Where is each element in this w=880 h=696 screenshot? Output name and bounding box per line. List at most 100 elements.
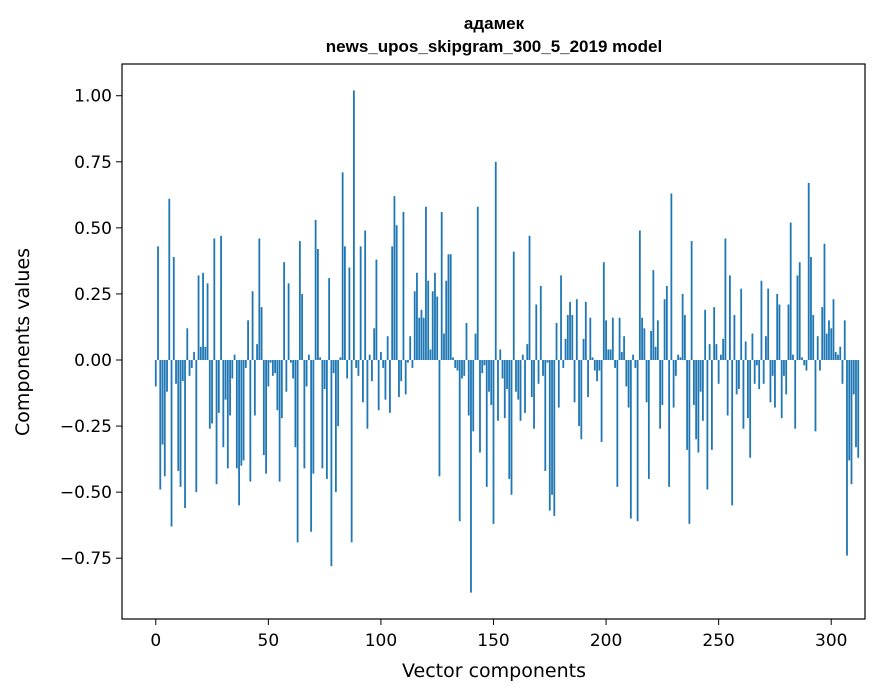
bar-158 [510,360,513,495]
bar-18 [195,360,198,493]
bar-126 [438,360,441,477]
bar-88 [353,90,355,361]
bar-161 [517,360,520,400]
bar-270 [762,360,765,384]
bar-307 [846,360,848,556]
bar-107 [395,225,398,360]
bar-250 [717,360,720,384]
bar-8 [172,256,175,360]
bar-188 [578,360,580,427]
bar-247 [711,360,713,450]
bar-5 [166,360,168,392]
bar-33 [229,360,231,416]
bar-263 [747,360,749,419]
bar-303 [837,354,839,360]
bar-144 [479,360,481,453]
bar-59 [287,283,290,360]
bar-224 [659,360,662,429]
bar-21 [202,272,204,360]
bar-57 [283,262,286,360]
bar-83 [341,172,344,360]
bar-160 [515,360,517,392]
bar-292 [812,315,815,360]
bar-185 [571,315,574,360]
bar-9 [175,360,177,384]
bar-163 [521,354,524,360]
bar-267 [756,360,758,366]
bar-108 [398,360,400,397]
bar-98 [375,259,378,360]
bar-140 [470,360,472,593]
bar-281 [787,304,790,360]
bar-280 [785,360,788,395]
bars-group [154,90,860,593]
bar-260 [740,288,743,360]
bar-50 [267,360,270,387]
bar-226 [663,299,666,360]
bar-112 [407,360,409,363]
bar-54 [276,360,279,411]
bar-279 [783,360,785,376]
bar-248 [713,307,716,360]
bar-44 [253,360,256,416]
bar-251 [720,354,722,360]
bar-168 [533,360,535,429]
bar-51 [269,360,272,363]
bar-90 [357,360,360,376]
bar-229 [670,193,673,360]
bar-122 [429,349,432,360]
bar-194 [591,357,594,360]
bar-81 [337,360,340,427]
bar-299 [828,320,830,360]
bar-183 [566,315,569,360]
bar-119 [422,317,425,360]
bar-131 [449,254,452,360]
bar-230 [672,360,675,408]
bar-167 [530,360,533,397]
bar-308 [848,360,851,461]
bar-220 [650,330,653,360]
bar-199 [602,262,605,360]
bar-47 [260,307,263,360]
y-tick-label: 0.25 [74,285,112,305]
bar-203 [611,317,614,360]
bar-16 [190,360,193,368]
bar-293 [814,360,817,432]
bar-31 [224,360,227,400]
bar-159 [512,251,515,360]
bar-133 [454,360,457,368]
bar-221 [652,270,655,360]
bar-117 [418,317,421,360]
bar-0 [154,360,157,387]
bar-116 [416,272,418,360]
bar-118 [420,309,423,360]
bar-46 [258,238,261,360]
bar-80 [334,360,337,493]
bar-146 [483,360,486,366]
bar-180 [560,275,562,360]
bar-255 [729,275,731,360]
bar-34 [231,360,234,379]
bar-114 [411,360,414,368]
bar-87 [350,360,353,543]
bar-49 [265,360,267,474]
bar-277 [778,304,781,360]
bar-223 [656,320,659,360]
bar-13 [184,360,186,508]
bar-278 [780,360,783,419]
bar-61 [292,360,295,379]
bar-150 [492,360,495,524]
bar-35 [233,354,236,360]
x-tick-label: 250 [702,631,734,651]
bar-198 [600,360,603,442]
bar-245 [706,360,709,490]
bar-36 [235,360,238,469]
bar-93 [364,230,367,360]
bar-124 [434,272,436,360]
bar-142 [474,333,477,360]
bar-109 [400,360,403,382]
bar-227 [665,286,668,360]
bar-25 [211,360,213,424]
bar-175 [548,360,551,511]
bar-56 [280,360,283,419]
